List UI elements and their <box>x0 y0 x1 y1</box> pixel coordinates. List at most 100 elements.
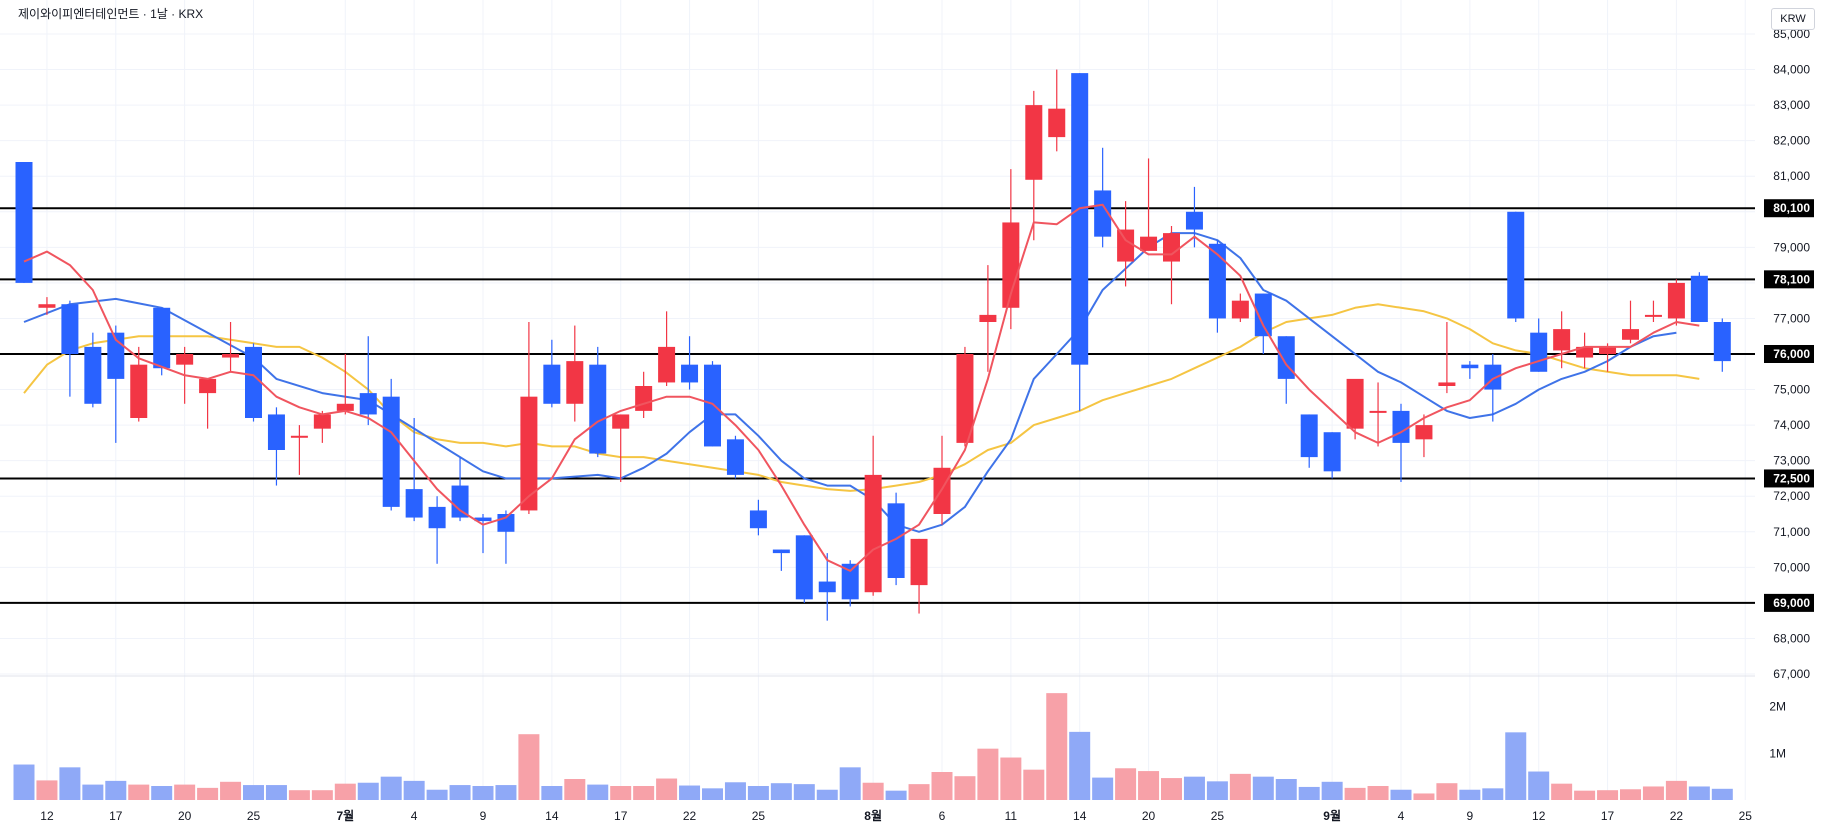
volume-bar-64 <box>1482 788 1504 800</box>
volume-bar-10 <box>243 785 264 800</box>
candle-body-15 <box>359 393 377 415</box>
candle-body-46 <box>1071 73 1089 365</box>
ma20-line <box>23 303 1700 492</box>
candle-body-25 <box>589 364 607 454</box>
volume-bar-28 <box>656 778 678 800</box>
candle-body-29 <box>681 364 699 383</box>
chart-title: 제이와이피엔터테인먼트 · 1날 · KRX <box>18 7 204 21</box>
candle-body-73 <box>1690 275 1708 322</box>
candle-body-52 <box>1208 243 1226 319</box>
volume-bar-72 <box>1665 780 1687 800</box>
volume-bar-66 <box>1528 771 1550 800</box>
time-tick-16: 25 <box>1211 809 1225 823</box>
candle-41 <box>956 346 974 447</box>
candle-body-24 <box>566 361 584 404</box>
volume-bar-51 <box>1183 776 1205 800</box>
time-axis: 12 17 20 25 7월 4 9 14 17 22 25 8월 6 11 14 20 25 9월 4 9 12 17 2… <box>40 808 1752 823</box>
volume-bar-25 <box>587 784 609 800</box>
candle-29 <box>681 336 699 390</box>
volume-bar-52 <box>1206 781 1228 800</box>
volume-bar-2 <box>59 767 81 800</box>
volume-bar-59 <box>1367 786 1389 800</box>
candle-body-57 <box>1323 432 1341 472</box>
ma20-path <box>23 303 1700 492</box>
time-tick-7: 14 <box>545 809 559 823</box>
volume-bar-37 <box>862 782 884 800</box>
candle-37 <box>864 435 882 596</box>
candle-68 <box>1576 332 1594 369</box>
price-tick-4: 71,000 <box>1773 525 1810 539</box>
volume-bar-7 <box>174 784 196 800</box>
volume-bar-16 <box>380 776 402 800</box>
volume-bar-11 <box>265 785 287 800</box>
volume-bar-56 <box>1298 786 1320 800</box>
volume-bar-55 <box>1275 779 1297 800</box>
candle-body-1 <box>38 304 56 308</box>
candle-46 <box>1071 73 1089 411</box>
volume-bar-53 <box>1229 773 1251 800</box>
candle-63 <box>1461 361 1479 379</box>
candle-body-62 <box>1438 382 1456 386</box>
candle-39 <box>910 538 928 614</box>
volume-tick-0: 1M <box>1769 746 1786 760</box>
price-tick-15: 82,000 <box>1773 134 1810 148</box>
level-label-3: 72,500 <box>1773 471 1810 485</box>
time-tick-10: 25 <box>752 809 766 823</box>
volume-bar-65 <box>1505 732 1527 800</box>
time-tick-6: 9 <box>480 809 487 823</box>
candle-71 <box>1644 300 1662 322</box>
candle-body-27 <box>635 386 653 411</box>
candle-70 <box>1622 300 1639 344</box>
candle-65 <box>1507 211 1525 322</box>
candle-12 <box>290 425 308 475</box>
candle-22 <box>520 322 538 514</box>
time-tick-21: 17 <box>1601 809 1615 823</box>
candle-body-68 <box>1576 346 1594 358</box>
volume-bar-20 <box>472 786 494 800</box>
candle-body-2 <box>61 304 79 354</box>
candle-body-56 <box>1300 414 1318 458</box>
candle-34 <box>795 535 813 603</box>
candle-48 <box>1117 201 1135 287</box>
volume-bar-41 <box>954 776 976 800</box>
time-tick-18: 4 <box>1398 809 1405 823</box>
candle-2 <box>61 300 79 397</box>
time-tick-12: 6 <box>939 809 946 823</box>
candle-body-41 <box>956 354 974 443</box>
candle-body-54 <box>1254 293 1272 337</box>
candle-32 <box>749 499 767 536</box>
candle-58 <box>1346 378 1364 440</box>
candle-50 <box>1163 226 1180 305</box>
volume-bar-67 <box>1551 783 1573 800</box>
candle-body-13 <box>313 414 331 429</box>
currency-button[interactable]: KRW <box>1771 8 1815 30</box>
time-tick-19: 9 <box>1467 809 1474 823</box>
volume-bar-35 <box>816 789 838 800</box>
candle-body-39 <box>910 538 928 586</box>
candle-11 <box>267 407 285 486</box>
candle-body-14 <box>336 403 354 411</box>
candle-body-45 <box>1048 108 1066 138</box>
candle-3 <box>84 332 102 408</box>
time-tick-23: 25 <box>1739 809 1753 823</box>
volume-bar-70 <box>1620 789 1641 800</box>
candle-6 <box>153 307 171 376</box>
time-tick-11: 8월 <box>864 808 882 823</box>
time-tick-4: 7월 <box>336 808 354 823</box>
candle-body-65 <box>1507 211 1525 319</box>
volume-bar-31 <box>724 782 746 800</box>
candle-10 <box>245 343 262 422</box>
candle-body-38 <box>887 503 905 578</box>
candle-body-30 <box>704 364 721 447</box>
candle-body-35 <box>818 581 836 593</box>
candle-body-58 <box>1346 378 1364 429</box>
volume-bar-42 <box>977 748 999 800</box>
candle-47 <box>1094 147 1112 248</box>
candle-body-23 <box>543 364 561 404</box>
candle-67 <box>1553 311 1571 369</box>
volume-bar-1 <box>36 780 58 800</box>
price-tick-16: 83,000 <box>1773 98 1810 112</box>
ma5-line <box>23 203 1700 572</box>
candle-27 <box>635 371 653 418</box>
